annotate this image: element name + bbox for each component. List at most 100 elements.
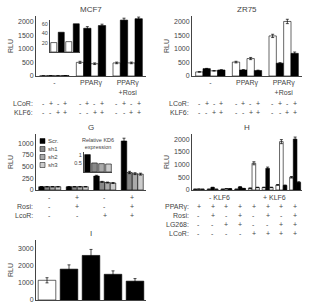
- svg-text:PPARγ+Rosi: PPARγ+Rosi: [117, 79, 140, 95]
- svg-text:-: -: [252, 221, 255, 228]
- svg-text:+: +: [130, 194, 134, 201]
- svg-text:LCoR:: LCoR:: [169, 230, 189, 237]
- svg-text:1500: 1500: [174, 148, 190, 155]
- svg-text:PPARγ: PPARγ: [80, 79, 103, 87]
- svg-text:+: +: [293, 100, 297, 107]
- svg-text:-: -: [115, 100, 118, 107]
- svg-text:1: 1: [79, 152, 82, 158]
- svg-text:LCoR:: LCoR:: [169, 100, 189, 107]
- svg-text:+: +: [205, 100, 209, 107]
- svg-text:500: 500: [22, 59, 34, 66]
- svg-text:+: +: [285, 109, 289, 116]
- svg-text:-: -: [266, 221, 269, 228]
- svg-text:1500: 1500: [18, 32, 34, 39]
- svg-text:1000: 1000: [174, 161, 190, 168]
- svg-text:+: +: [85, 100, 89, 107]
- svg-text:PPARγ: PPARγ: [236, 79, 259, 87]
- svg-text:I: I: [90, 229, 92, 238]
- svg-text:1000: 1000: [174, 45, 190, 52]
- svg-text:sh2: sh2: [48, 154, 58, 160]
- svg-text:+: +: [279, 221, 283, 228]
- svg-text:-: -: [53, 79, 56, 86]
- svg-text:-: -: [86, 109, 89, 116]
- svg-text:1500: 1500: [174, 32, 190, 39]
- svg-text:3000: 3000: [18, 245, 34, 252]
- svg-text:+: +: [241, 100, 245, 107]
- svg-text:-: -: [235, 109, 238, 116]
- svg-text:+: +: [293, 221, 297, 228]
- svg-text:500: 500: [178, 174, 190, 181]
- svg-text:+: +: [256, 100, 260, 107]
- svg-text:-: -: [76, 212, 79, 219]
- svg-text:-: -: [280, 212, 283, 219]
- svg-text:+: +: [122, 100, 126, 107]
- svg-text:+: +: [224, 203, 228, 210]
- svg-text:-: -: [205, 109, 208, 116]
- svg-text:+: +: [103, 212, 107, 219]
- svg-text:+: +: [137, 100, 141, 107]
- svg-text:-: -: [57, 100, 60, 107]
- svg-text:RLU: RLU: [7, 39, 14, 53]
- svg-text:+: +: [63, 109, 67, 116]
- svg-text:sh1: sh1: [48, 146, 58, 152]
- svg-text:RLU: RLU: [163, 155, 170, 169]
- svg-text:RLU: RLU: [7, 263, 14, 277]
- svg-text:+: +: [266, 203, 270, 210]
- svg-text:+: +: [219, 100, 223, 107]
- svg-text:+: +: [266, 230, 270, 237]
- svg-text:-: -: [115, 109, 118, 116]
- svg-text:+: +: [279, 203, 283, 210]
- svg-text:Rosi:: Rosi:: [17, 203, 33, 210]
- svg-text:0: 0: [30, 186, 34, 193]
- svg-text:sh3: sh3: [48, 162, 58, 168]
- svg-text:-: -: [225, 230, 228, 237]
- svg-text:+: +: [256, 109, 260, 116]
- svg-text:-: -: [49, 109, 52, 116]
- svg-text:0: 0: [30, 72, 34, 79]
- svg-text:-: -: [225, 212, 228, 219]
- svg-text:+: +: [130, 203, 134, 210]
- svg-text:20: 20: [42, 40, 48, 46]
- svg-text:+: +: [238, 212, 242, 219]
- svg-text:500: 500: [178, 59, 190, 66]
- svg-text:LG268:: LG268:: [166, 221, 189, 228]
- svg-text:H: H: [244, 123, 250, 132]
- svg-text:-: -: [213, 100, 216, 107]
- svg-text:+: +: [279, 230, 283, 237]
- svg-text:+: +: [75, 203, 79, 210]
- svg-text:40: 40: [42, 30, 48, 36]
- svg-text:-: -: [123, 109, 126, 116]
- svg-text:+: +: [293, 212, 297, 219]
- svg-text:-: -: [79, 100, 82, 107]
- svg-text:+: +: [224, 221, 228, 228]
- svg-text:1000: 1000: [18, 45, 34, 52]
- svg-text:2000: 2000: [174, 136, 190, 143]
- svg-text:+: +: [93, 109, 97, 116]
- svg-text:KLF6:: KLF6:: [170, 109, 189, 116]
- svg-text:-: -: [103, 194, 106, 201]
- svg-text:0: 0: [30, 296, 34, 303]
- svg-text:- KLF6: - KLF6: [209, 194, 230, 201]
- svg-text:-: -: [42, 100, 45, 107]
- svg-text:0: 0: [186, 186, 190, 193]
- svg-text:+: +: [212, 109, 216, 116]
- svg-text:MCF7: MCF7: [80, 5, 102, 14]
- svg-text:500: 500: [22, 163, 34, 170]
- svg-text:-: -: [235, 100, 238, 107]
- svg-text:1000: 1000: [18, 140, 34, 147]
- svg-text:+: +: [219, 109, 223, 116]
- svg-text:-: -: [239, 230, 242, 237]
- svg-text:-: -: [198, 100, 201, 107]
- svg-text:Rosi:: Rosi:: [173, 212, 189, 219]
- svg-text:-: -: [103, 203, 106, 210]
- svg-text:0.5: 0.5: [74, 160, 82, 166]
- svg-text:750: 750: [22, 151, 34, 158]
- svg-text:-: -: [130, 100, 133, 107]
- svg-text:-: -: [197, 230, 200, 237]
- svg-text:+: +: [238, 203, 242, 210]
- svg-text:-: -: [79, 109, 82, 116]
- svg-text:2000: 2000: [174, 18, 190, 25]
- svg-text:+: +: [130, 212, 134, 219]
- svg-text:+: +: [56, 109, 60, 116]
- svg-text:-: -: [48, 212, 51, 219]
